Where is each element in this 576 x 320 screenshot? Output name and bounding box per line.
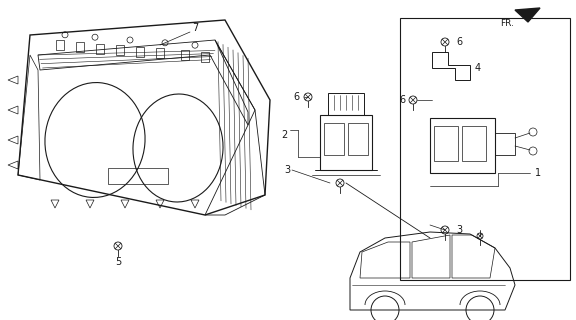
Text: 6: 6 — [399, 95, 405, 105]
Text: FR.: FR. — [500, 20, 514, 28]
Text: 4: 4 — [475, 63, 481, 73]
Bar — [400, 18, 570, 280]
Bar — [434, 126, 458, 161]
Text: 5: 5 — [115, 257, 121, 267]
Bar — [324, 123, 344, 155]
Bar — [495, 133, 515, 155]
Bar — [181, 50, 189, 60]
Bar — [328, 93, 364, 115]
Bar — [96, 44, 104, 53]
Text: 6: 6 — [294, 92, 300, 102]
Bar — [201, 52, 209, 62]
Bar — [116, 45, 124, 55]
Bar — [156, 48, 164, 58]
Text: 7: 7 — [192, 23, 198, 33]
Text: 1: 1 — [535, 168, 541, 178]
Bar — [136, 47, 144, 57]
Text: 3: 3 — [456, 225, 462, 235]
Polygon shape — [515, 8, 540, 22]
Bar — [320, 115, 372, 170]
Bar — [462, 126, 486, 161]
Text: 3: 3 — [284, 165, 290, 175]
Bar — [348, 123, 368, 155]
Bar — [108, 168, 168, 184]
Bar — [430, 118, 495, 173]
Text: 6: 6 — [456, 37, 462, 47]
Bar — [56, 40, 64, 50]
Text: 2: 2 — [282, 130, 288, 140]
Bar — [76, 42, 84, 52]
